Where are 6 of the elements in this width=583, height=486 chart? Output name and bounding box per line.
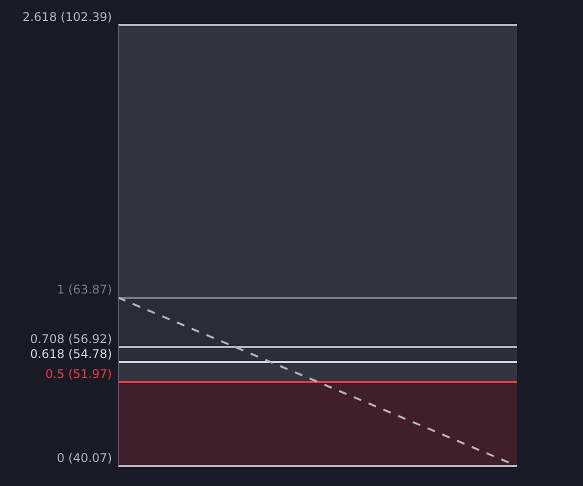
ref-line-label: 0.618 (54.78) <box>30 346 112 361</box>
ref-line-label: 2.618 (102.39) <box>22 10 112 24</box>
ref-line-label: 0 (40.07) <box>56 451 112 465</box>
ref-line-label: 0.708 (56.92) <box>30 332 112 346</box>
ref-line-label: 1 (63.87) <box>56 282 112 297</box>
ref-line-label: 0.5 (51.97) <box>45 366 112 381</box>
